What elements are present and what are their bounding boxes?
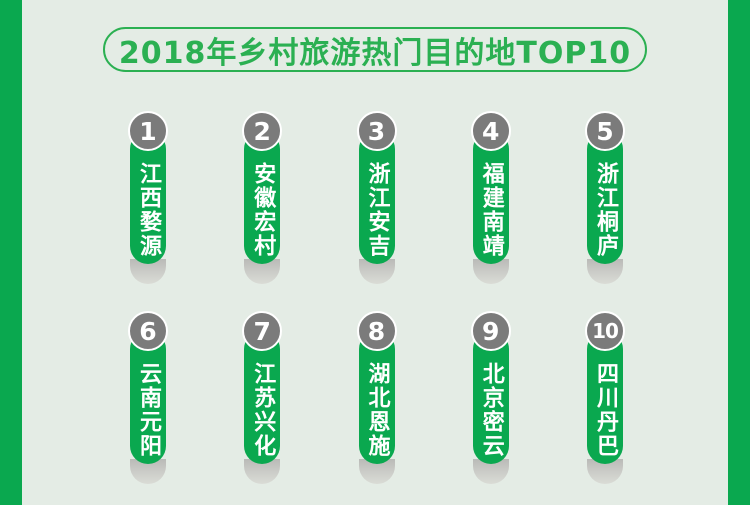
title-banner: 2018年乡村旅游热门目的地TOP10 (103, 27, 647, 72)
item-rank-badge: 7 (242, 311, 283, 351)
item-destination-label: 浙江桐庐 (593, 161, 618, 258)
ranking-item: 江西婺源 1 (127, 111, 168, 301)
page-title: 2018年乡村旅游热门目的地TOP10 (118, 35, 632, 71)
right-border-bar (728, 0, 750, 505)
item-rank-number: 6 (139, 316, 157, 346)
ranking-item: 湖北恩施 8 (356, 311, 397, 501)
item-destination-label: 浙江安吉 (364, 161, 390, 258)
item-pill: 福建南靖 (472, 131, 509, 264)
item-destination-label: 云南元阳 (136, 361, 161, 458)
item-destination-label: 安徽宏村 (250, 161, 276, 258)
item-rank-number: 10 (592, 319, 619, 343)
item-rank-badge: 8 (356, 311, 397, 351)
item-rank-badge: 6 (128, 311, 168, 351)
item-rank-number: 3 (367, 116, 386, 146)
item-rank-badge: 1 (128, 111, 168, 151)
item-pill: 江西婺源 (130, 131, 166, 264)
ranking-item: 安徽宏村 2 (241, 111, 283, 301)
item-pill: 北京密云 (472, 331, 509, 464)
item-rank-number: 8 (367, 316, 386, 346)
item-pill: 浙江桐庐 (587, 131, 623, 264)
ranking-item: 江苏兴化 7 (241, 311, 283, 501)
ranking-item: 北京密云 9 (470, 311, 511, 501)
item-destination-label: 江西婺源 (136, 161, 161, 258)
item-rank-badge: 5 (585, 111, 625, 151)
item-rank-number: 9 (482, 316, 500, 346)
ranking-item: 四川丹巴 10 (584, 311, 625, 501)
item-rank-number: 1 (139, 116, 157, 146)
item-rank-number: 7 (253, 316, 271, 346)
item-rank-number: 2 (253, 116, 271, 146)
item-destination-label: 湖北恩施 (364, 361, 390, 458)
item-pill: 安徽宏村 (244, 131, 281, 264)
ranking-item: 云南元阳 6 (127, 311, 168, 501)
item-rank-number: 5 (596, 116, 614, 146)
ranking-row-2: 云南元阳 6 江苏兴化 7 湖北恩施 8 北京密云 9 (127, 311, 625, 501)
ranking-row-1: 江西婺源 1 安徽宏村 2 浙江安吉 3 福建南靖 4 (127, 111, 625, 301)
item-rank-badge: 9 (470, 311, 511, 351)
item-pill: 湖北恩施 (358, 331, 395, 464)
item-rank-badge: 10 (585, 311, 625, 351)
item-rank-badge: 2 (242, 111, 283, 151)
item-pill: 浙江安吉 (358, 131, 395, 264)
item-pill: 江苏兴化 (244, 331, 281, 464)
left-border-bar (0, 0, 22, 505)
item-destination-label: 福建南靖 (478, 161, 504, 258)
ranking-item: 福建南靖 4 (470, 111, 511, 301)
ranking-item: 浙江桐庐 5 (584, 111, 625, 301)
item-pill: 云南元阳 (130, 331, 166, 464)
item-destination-label: 四川丹巴 (593, 361, 618, 458)
item-pill: 四川丹巴 (587, 331, 623, 464)
item-destination-label: 北京密云 (478, 361, 504, 458)
item-rank-badge: 3 (356, 111, 397, 151)
item-destination-label: 江苏兴化 (250, 361, 276, 458)
item-rank-badge: 4 (470, 111, 511, 151)
item-rank-number: 4 (482, 116, 500, 146)
ranking-item: 浙江安吉 3 (356, 111, 397, 301)
